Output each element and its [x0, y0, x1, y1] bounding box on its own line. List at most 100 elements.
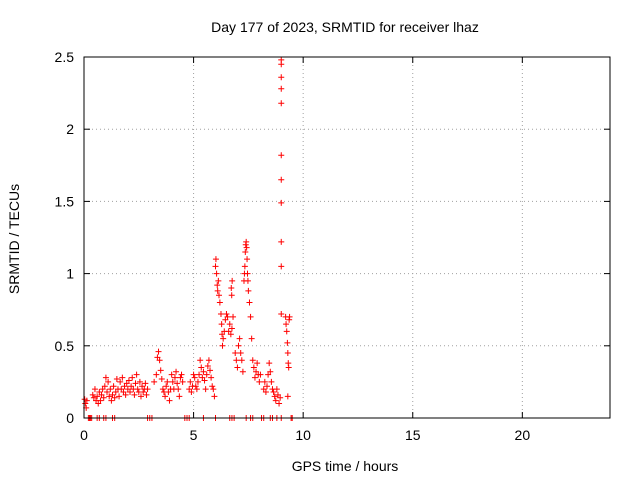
data-point	[232, 350, 239, 357]
data-point	[216, 299, 223, 306]
data-point	[125, 377, 132, 384]
data-point	[106, 393, 113, 400]
data-point	[188, 389, 195, 396]
data-point	[178, 371, 185, 378]
data-point	[163, 383, 170, 390]
data-point	[89, 391, 96, 398]
data-point	[270, 389, 277, 396]
data-point	[285, 364, 292, 371]
data-point	[116, 393, 123, 400]
data-point	[283, 328, 290, 335]
data-point	[136, 378, 143, 385]
data-point	[242, 248, 249, 255]
data-point	[234, 364, 241, 371]
data-point	[214, 287, 221, 294]
data-point	[267, 368, 274, 375]
data-point	[243, 238, 250, 245]
data-point	[110, 383, 117, 390]
data-point	[233, 357, 240, 364]
data-point	[91, 386, 98, 393]
data-point	[220, 335, 227, 342]
data-point	[257, 371, 264, 378]
data-point	[204, 363, 211, 370]
data-point	[157, 367, 164, 374]
data-point	[212, 256, 219, 263]
data-point	[187, 378, 194, 385]
x-tick-label: 10	[295, 427, 311, 443]
data-point	[169, 378, 176, 385]
data-point	[177, 374, 184, 381]
data-point	[94, 393, 101, 400]
data-point	[203, 371, 210, 378]
data-point	[228, 292, 235, 299]
data-point	[214, 282, 221, 289]
data-point	[278, 199, 285, 206]
data-point	[278, 100, 285, 107]
data-point	[271, 393, 278, 400]
data-point	[256, 378, 263, 385]
y-tick-label: 2.5	[55, 49, 75, 65]
chart-title: Day 177 of 2023, SRMTID for receiver lha…	[211, 19, 479, 35]
data-point	[198, 364, 205, 371]
data-point	[113, 376, 120, 383]
data-point	[156, 357, 163, 364]
data-point	[266, 360, 273, 367]
data-point	[122, 391, 129, 398]
data-point	[278, 61, 285, 68]
data-point	[190, 371, 197, 378]
data-point	[284, 339, 291, 346]
data-point	[264, 383, 271, 390]
data-point	[205, 357, 212, 364]
data-point	[117, 378, 124, 385]
data-point	[284, 350, 291, 357]
data-point	[159, 386, 166, 393]
data-point	[143, 391, 150, 398]
data-point	[237, 350, 244, 357]
x-tick-label: 5	[190, 427, 198, 443]
data-point	[151, 378, 158, 385]
data-point	[286, 313, 293, 320]
data-point	[101, 383, 108, 390]
x-tick-label: 20	[515, 427, 531, 443]
data-point	[278, 176, 285, 183]
data-point	[278, 85, 285, 92]
data-point	[243, 244, 250, 251]
data-point	[230, 313, 237, 320]
data-point	[134, 386, 141, 393]
data-point	[166, 397, 173, 404]
data-point	[239, 368, 246, 375]
data-point	[248, 335, 255, 342]
data-point	[283, 321, 290, 328]
data-point	[108, 397, 115, 404]
data-point	[174, 380, 181, 387]
data-point	[216, 292, 223, 299]
data-point	[171, 374, 178, 381]
data-point	[191, 374, 198, 381]
data-point	[215, 277, 222, 284]
data-point	[228, 325, 235, 332]
data-point	[168, 371, 175, 378]
data-point	[219, 342, 226, 349]
data-point	[200, 368, 207, 375]
y-tick-label: 0.5	[55, 338, 75, 354]
data-point	[175, 386, 182, 393]
x-axis-label: GPS time / hours	[292, 458, 399, 474]
data-point	[127, 389, 134, 396]
data-point	[244, 277, 251, 284]
data-point	[241, 263, 248, 270]
data-point	[244, 256, 251, 263]
data-point	[245, 287, 252, 294]
data-point	[254, 360, 261, 367]
data-point	[211, 393, 218, 400]
data-point	[176, 393, 183, 400]
data-point	[277, 394, 284, 401]
data-point	[83, 397, 90, 404]
data-point	[210, 386, 217, 393]
data-point	[272, 397, 279, 404]
data-point	[278, 263, 285, 270]
data-point	[238, 357, 245, 364]
data-point	[197, 357, 204, 364]
data-point	[247, 313, 254, 320]
data-point	[227, 331, 234, 338]
